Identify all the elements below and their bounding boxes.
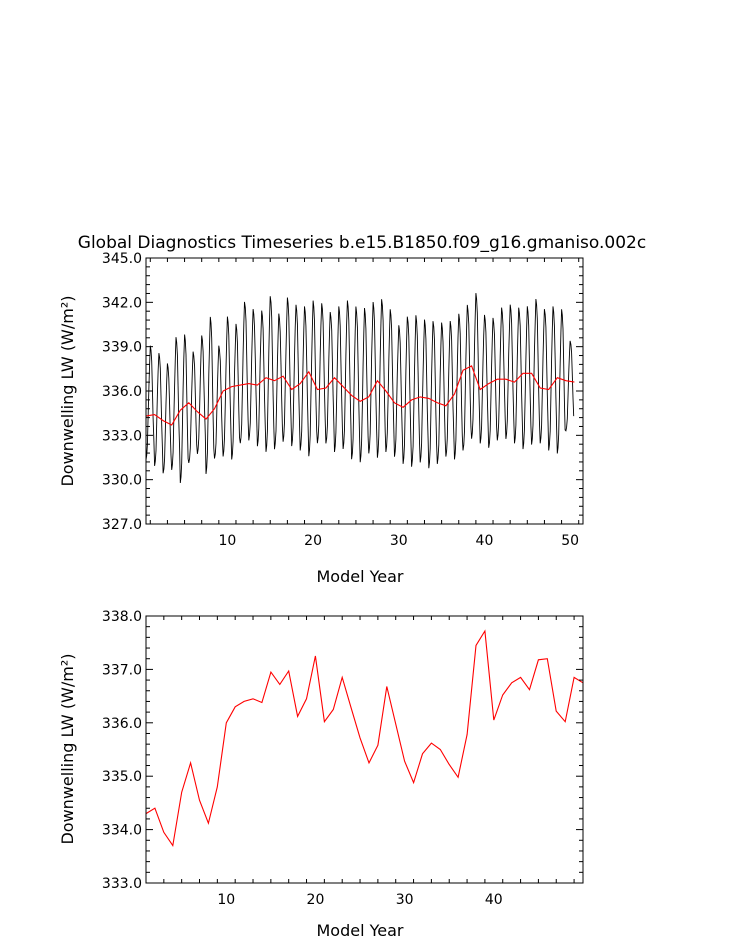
panel-bottom-x-tick-label: 30 [396, 892, 414, 908]
panel-top-series-line-0 [145, 293, 575, 484]
panel-top-x-tick-label: 20 [304, 533, 322, 549]
panel-top-y-tick-label: 333.0 [102, 428, 142, 444]
panel-bottom-x-tick-label: 20 [307, 892, 325, 908]
panel-bottom-y-tick-label: 335.0 [102, 769, 142, 785]
panel-bottom-frame [145, 615, 584, 884]
panel-bottom-ticks: 333.0 334.0 335.0 336.0 337.0 338.0 10 20 30 40 [102, 609, 583, 908]
panel-bottom-x-tick-label: 40 [485, 892, 503, 908]
panel-top-y-tick-label: 330.0 [102, 473, 142, 489]
panel-top-y-tick-label: 336.0 [102, 384, 142, 400]
panel-bottom-y-tick-label: 334.0 [102, 823, 142, 839]
panel-bottom: Downwelling LW (W/m²) Model Year 333.033… [58, 609, 584, 940]
panel-top-x-tick-label: 10 [218, 533, 236, 549]
panel-bottom-y-tick-label: 333.0 [102, 876, 142, 892]
panel-top-x-tick-label: 50 [561, 533, 579, 549]
panel-bottom-y-tick-label: 338.0 [102, 609, 142, 625]
panel-top-y-tick-label: 327.0 [102, 517, 142, 533]
panel-top-x-axis-label: Model Year [317, 567, 404, 586]
panel-top-series-line-1 [145, 365, 575, 426]
panel-top-y-tick-label: 339.0 [102, 340, 142, 356]
panel-top-x-tick-label: 40 [476, 533, 494, 549]
panel-bottom-y-tick-label: 336.0 [102, 716, 142, 732]
panel-top: Downwelling LW (W/m²) Model Year 327.0 33… [58, 251, 584, 586]
panel-top-x-tick-label: 30 [390, 533, 408, 549]
panel-bottom-series [145, 629, 584, 848]
panel-top-y-axis-label: Downwelling LW (W/m²) [58, 295, 77, 486]
panel-bottom-x-tick-label: 10 [217, 892, 235, 908]
panel-top-ticks: 327.0 330.0 333.0 336.0 339.0 342.0 345.0 10 20 3… [102, 251, 583, 549]
panel-bottom-y-tick-label: 337.0 [102, 662, 142, 678]
panel-top-frame [145, 257, 584, 525]
panel-top-y-tick-label: 342.0 [102, 295, 142, 311]
panel-bottom-y-axis-label: Downwelling LW (W/m²) [58, 653, 77, 844]
chart-title: Global Diagnostics Timeseries b.e15.B185… [78, 233, 646, 253]
panel-bottom-series-line-0 [145, 629, 584, 848]
panel-top-y-tick-label: 345.0 [102, 251, 142, 267]
panel-bottom-x-axis-label: Model Year [317, 921, 404, 940]
panel-top-series [145, 293, 575, 484]
